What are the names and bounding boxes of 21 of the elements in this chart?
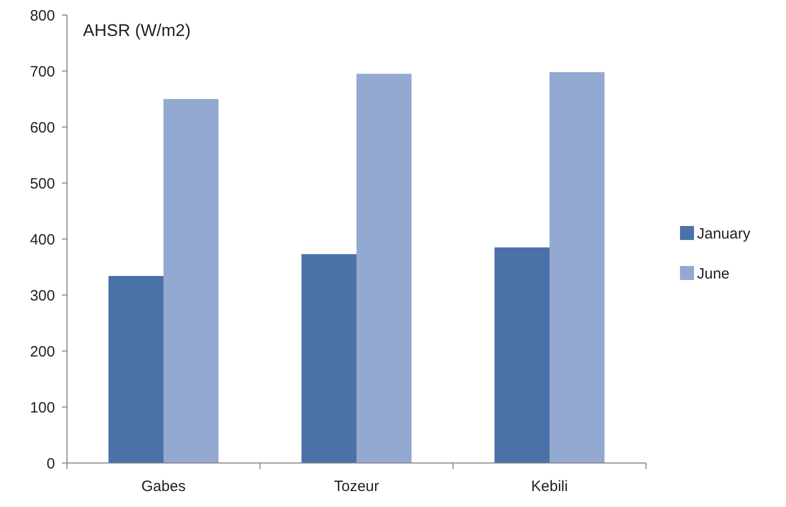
y-tick-label: 500	[30, 175, 55, 192]
y-tick-label: 0	[46, 455, 55, 472]
y-tick-label: 300	[30, 287, 55, 304]
bar	[164, 99, 219, 463]
y-tick-label: 400	[30, 231, 55, 248]
bar	[550, 72, 605, 463]
bar	[494, 247, 550, 463]
x-tick-label: Kebili	[531, 478, 568, 495]
y-tick-label: 600	[30, 119, 55, 136]
x-tick-label: Gabes	[141, 478, 186, 495]
bar	[356, 74, 412, 463]
legend-label: June	[697, 265, 730, 282]
y-axis-title: AHSR (W/m2)	[83, 21, 191, 40]
x-tick-label: Tozeur	[334, 478, 380, 495]
legend-label: January	[697, 225, 751, 242]
bar	[301, 254, 356, 463]
bar	[108, 276, 164, 463]
y-tick-label: 100	[30, 399, 55, 416]
y-tick-label: 800	[30, 7, 55, 24]
y-tick-label: 700	[30, 63, 55, 80]
y-tick-label: 200	[30, 343, 55, 360]
